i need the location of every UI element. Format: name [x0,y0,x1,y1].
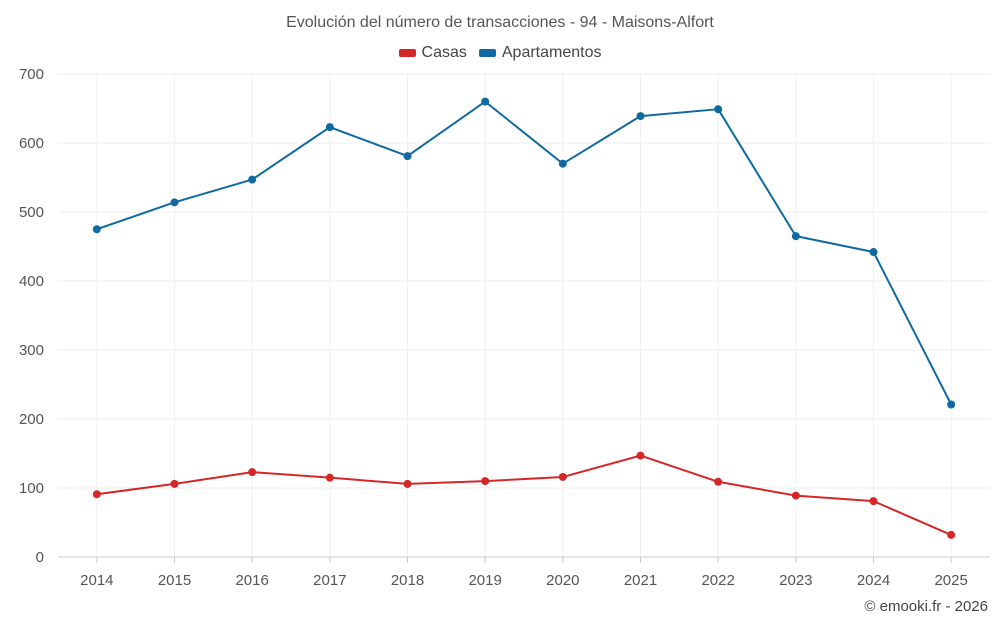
x-tick-label: 2014 [80,572,113,589]
data-point-apartamentos [558,159,567,168]
legend-item-casas[interactable]: Casas [398,44,467,62]
series-casas [92,451,956,539]
data-point-casas [170,479,179,488]
y-tick-label: 300 [19,342,44,359]
y-tick-label: 400 [19,273,44,290]
x-tick-label: 2025 [934,572,967,589]
legend: Casas Apartamentos [0,44,1000,62]
data-point-casas [791,491,800,500]
data-point-apartamentos [481,97,490,106]
data-point-casas [869,497,878,506]
data-point-apartamentos [170,198,179,207]
data-point-casas [636,451,645,460]
data-point-apartamentos [714,105,723,114]
data-point-casas [92,490,101,499]
series-line-casas [95,454,953,536]
data-point-apartamentos [636,112,645,121]
x-tick-label: 2023 [779,572,812,589]
x-tick-label: 2017 [313,572,346,589]
series-layer [92,97,956,539]
series-line-apartamentos [95,100,953,406]
data-point-casas [947,530,956,539]
legend-swatch-apartamentos [478,49,496,57]
legend-label-casas: Casas [421,44,467,61]
data-point-casas [325,473,334,482]
grid [58,73,990,557]
data-point-casas [403,479,412,488]
data-point-apartamentos [92,225,101,234]
x-tick-label: 2018 [391,572,424,589]
y-tick-label: 700 [19,66,44,83]
data-point-apartamentos [869,248,878,257]
x-tick-label: 2020 [546,572,579,589]
legend-item-apartamentos[interactable]: Apartamentos [478,44,602,62]
data-point-apartamentos [248,175,257,184]
data-point-casas [481,477,490,486]
legend-label-apartamentos: Apartamentos [501,44,602,61]
y-tick-label: 100 [19,480,44,497]
data-point-casas [248,468,257,477]
y-tick-label: 200 [19,411,44,428]
chart-title: Evolución del número de transacciones - … [286,14,714,31]
x-tick-label: 2019 [468,572,501,589]
data-point-apartamentos [791,232,800,241]
credit-text: © emooki.fr - 2026 [864,598,988,615]
data-point-casas [558,472,567,481]
x-tick-label: 2024 [857,572,890,589]
series-apartamentos [92,97,956,409]
data-point-apartamentos [325,123,334,132]
y-tick-label: 600 [19,135,44,152]
data-point-apartamentos [947,400,956,409]
axes: 0 100 200 300 400 500 600 700 2014 2015 2016 2017 20… [19,66,990,589]
x-tick-label: 2016 [235,572,268,589]
x-tick-label: 2021 [624,572,657,589]
x-tick-label: 2022 [701,572,734,589]
y-tick-label: 500 [19,204,44,221]
data-point-casas [714,477,723,486]
data-point-apartamentos [403,152,412,161]
x-tick-label: 2015 [158,572,191,589]
y-tick-label: 0 [36,549,44,566]
legend-swatch-casas [398,49,416,57]
